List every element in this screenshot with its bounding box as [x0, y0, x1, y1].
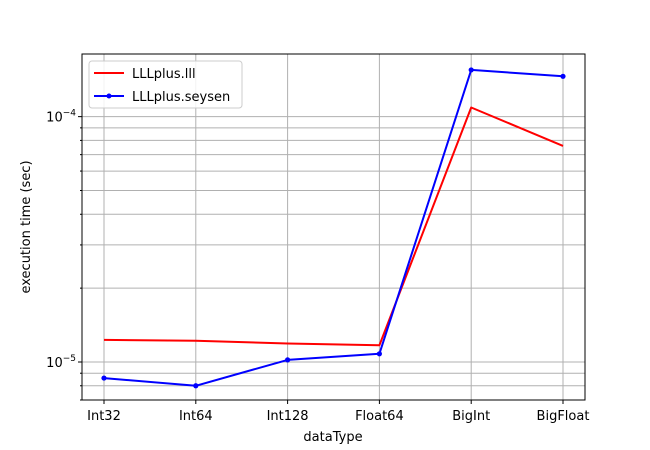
x-tick-label: BigFloat — [537, 409, 590, 424]
x-tick-label: Int128 — [267, 409, 309, 424]
y-tick-label: 10−5 — [46, 354, 76, 371]
x-tick-label: Int32 — [87, 409, 121, 424]
legend-label-series-2: LLLplus.seysen — [132, 90, 230, 105]
plot-frame — [81, 53, 586, 401]
series-layer — [101, 67, 566, 389]
legend: LLLplus.lll LLLplus.seysen — [88, 60, 243, 109]
grid — [82, 54, 585, 401]
series-2-point — [285, 357, 291, 363]
series-2-point — [376, 351, 382, 357]
legend-marker-series-2 — [106, 93, 112, 99]
x-axis-label: dataType — [303, 430, 362, 445]
y-tick-label: 10−4 — [46, 109, 76, 126]
series-line-2 — [103, 68, 564, 387]
x-tick-label: BigInt — [452, 409, 490, 424]
x-tick-label: Float64 — [355, 409, 404, 424]
x-tick-label: Int64 — [179, 409, 213, 424]
series-2-point — [560, 73, 566, 79]
series-2-point — [468, 67, 474, 73]
axes: Int32 Int64 Int128 Float64 BigInt BigFloat 10−… — [46, 109, 589, 424]
series-2-point — [193, 383, 199, 389]
y-axis-label: execution time (sec) — [19, 160, 34, 293]
legend-frame — [88, 60, 243, 109]
series-2-point — [101, 375, 107, 381]
series-line-1 — [103, 106, 564, 347]
legend-label-series-1: LLLplus.lll — [132, 67, 196, 82]
